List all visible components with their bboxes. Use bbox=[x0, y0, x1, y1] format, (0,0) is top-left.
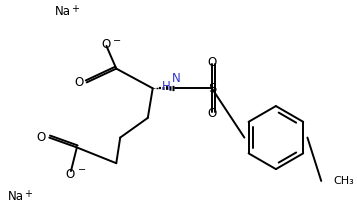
Text: O: O bbox=[65, 168, 75, 180]
Text: H: H bbox=[162, 80, 170, 93]
Text: O: O bbox=[207, 108, 216, 120]
Text: O: O bbox=[102, 39, 111, 51]
Text: +: + bbox=[71, 4, 79, 14]
Text: Na: Na bbox=[55, 5, 71, 18]
Text: N: N bbox=[172, 72, 181, 85]
Text: −: − bbox=[78, 165, 86, 175]
Text: O: O bbox=[207, 56, 216, 69]
Text: CH₃: CH₃ bbox=[333, 176, 354, 186]
Text: O: O bbox=[37, 131, 46, 144]
Text: O: O bbox=[74, 76, 84, 89]
Text: −: − bbox=[113, 36, 121, 46]
Text: S: S bbox=[208, 82, 216, 95]
Text: +: + bbox=[24, 189, 32, 199]
Text: Na: Na bbox=[8, 190, 24, 203]
